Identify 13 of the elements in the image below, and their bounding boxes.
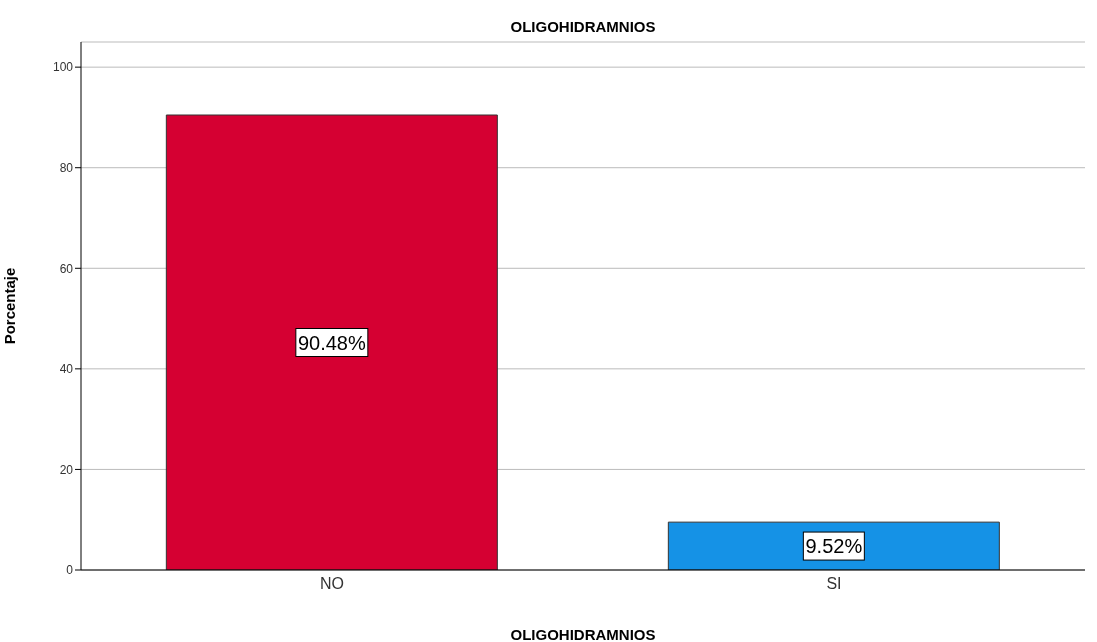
chart-title: OLIGOHIDRAMNIOS	[510, 18, 656, 35]
y-tick-label: 60	[59, 261, 74, 276]
y-tick-label: 80	[59, 160, 74, 175]
data-label: 9.52%	[805, 535, 863, 558]
y-tick-label: 100	[52, 60, 74, 75]
y-tick-label: 20	[59, 462, 74, 477]
x-axis-title: OLIGOHIDRAMNIOS	[510, 626, 656, 642]
y-axis-title: Porcentaje	[1, 267, 19, 345]
data-label: 90.48%	[297, 331, 366, 354]
x-tick-label: NO	[320, 575, 344, 593]
y-tick-label: 0	[66, 563, 74, 578]
y-tick-label: 40	[59, 362, 74, 377]
x-tick-label: SI	[826, 575, 842, 593]
